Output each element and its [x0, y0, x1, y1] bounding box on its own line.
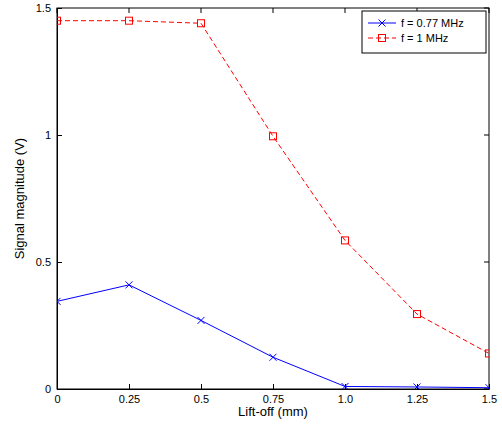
tick-mark — [201, 384, 202, 389]
marker — [57, 17, 61, 24]
tick-mark — [57, 389, 62, 390]
tick: 0.5 — [36, 256, 62, 268]
marker — [57, 298, 61, 305]
legend-box — [362, 11, 486, 53]
tick: 1.5 — [482, 384, 497, 405]
plot: 0 0.25 0.5 0.75 1.0 1.25 1.5 0 0.5 1 1.5 f = 0.77 M… — [36, 2, 497, 405]
tick-label: 1 — [45, 129, 51, 141]
x-axis-title: Lift-off (mm) — [238, 404, 308, 419]
tick-label: 0.5 — [36, 256, 51, 268]
tick-label: 0.75 — [263, 393, 284, 405]
tick-label: 0 — [45, 383, 51, 395]
plot-frame — [57, 8, 489, 389]
legend: f = 0.77 MHz f = 1 MHz — [362, 11, 486, 53]
chart: 0 0.25 0.5 0.75 1.0 1.25 1.5 0 0.5 1 1.5 f = 0.77 M… — [0, 0, 502, 444]
tick: 0.75 — [263, 384, 284, 405]
tick-mark — [273, 8, 274, 13]
tick-mark — [489, 8, 490, 13]
axis-line — [57, 9, 58, 390]
tick-mark — [57, 262, 62, 263]
marker — [198, 317, 205, 324]
tick-label: 1.0 — [338, 393, 353, 405]
tick-label: 0.5 — [194, 393, 209, 405]
legend-label: f = 1 MHz — [401, 32, 448, 44]
y-axis: 0 0.5 1 1.5 — [36, 2, 62, 395]
tick-mark — [273, 384, 274, 389]
marker — [198, 20, 205, 27]
series-line — [57, 285, 489, 388]
tick-mark — [129, 384, 130, 389]
marker — [486, 384, 490, 389]
tick-mark — [345, 8, 346, 13]
tick-mark — [489, 384, 490, 389]
marker — [342, 383, 349, 389]
tick-mark — [57, 135, 62, 136]
tick-mark — [57, 8, 62, 9]
tick-mark — [201, 8, 202, 13]
marker — [486, 350, 490, 357]
tick-label: 0 — [54, 393, 60, 405]
tick-mark — [484, 135, 489, 136]
tick-label: 1.5 — [36, 2, 51, 14]
tick-label: 0.25 — [119, 393, 140, 405]
marker — [414, 311, 421, 318]
tick-mark — [484, 8, 489, 9]
tick-mark — [57, 8, 58, 13]
tick-label: 1.25 — [407, 393, 428, 405]
axis-line — [58, 389, 490, 390]
legend-marker — [379, 35, 386, 42]
legend-line — [368, 38, 396, 39]
y-axis-title: Signal magnitude (V) — [12, 138, 27, 259]
tick: 1.5 — [36, 2, 62, 14]
tick: 1 — [45, 129, 62, 141]
tick-mark — [129, 8, 130, 13]
series-line — [57, 21, 489, 354]
tick-label: 1.5 — [482, 393, 497, 405]
tick: 0.5 — [194, 384, 209, 405]
marker — [342, 237, 349, 244]
marker — [270, 354, 277, 361]
marker — [414, 383, 421, 389]
tick-mark — [484, 262, 489, 263]
tick: 0 — [45, 383, 62, 395]
marker — [126, 281, 133, 288]
legend-label: f = 0.77 MHz — [401, 17, 464, 29]
marker — [126, 17, 133, 24]
series-layer — [57, 17, 489, 389]
marker — [270, 133, 277, 140]
legend-marker — [379, 20, 386, 27]
tick: 0.25 — [119, 384, 140, 405]
